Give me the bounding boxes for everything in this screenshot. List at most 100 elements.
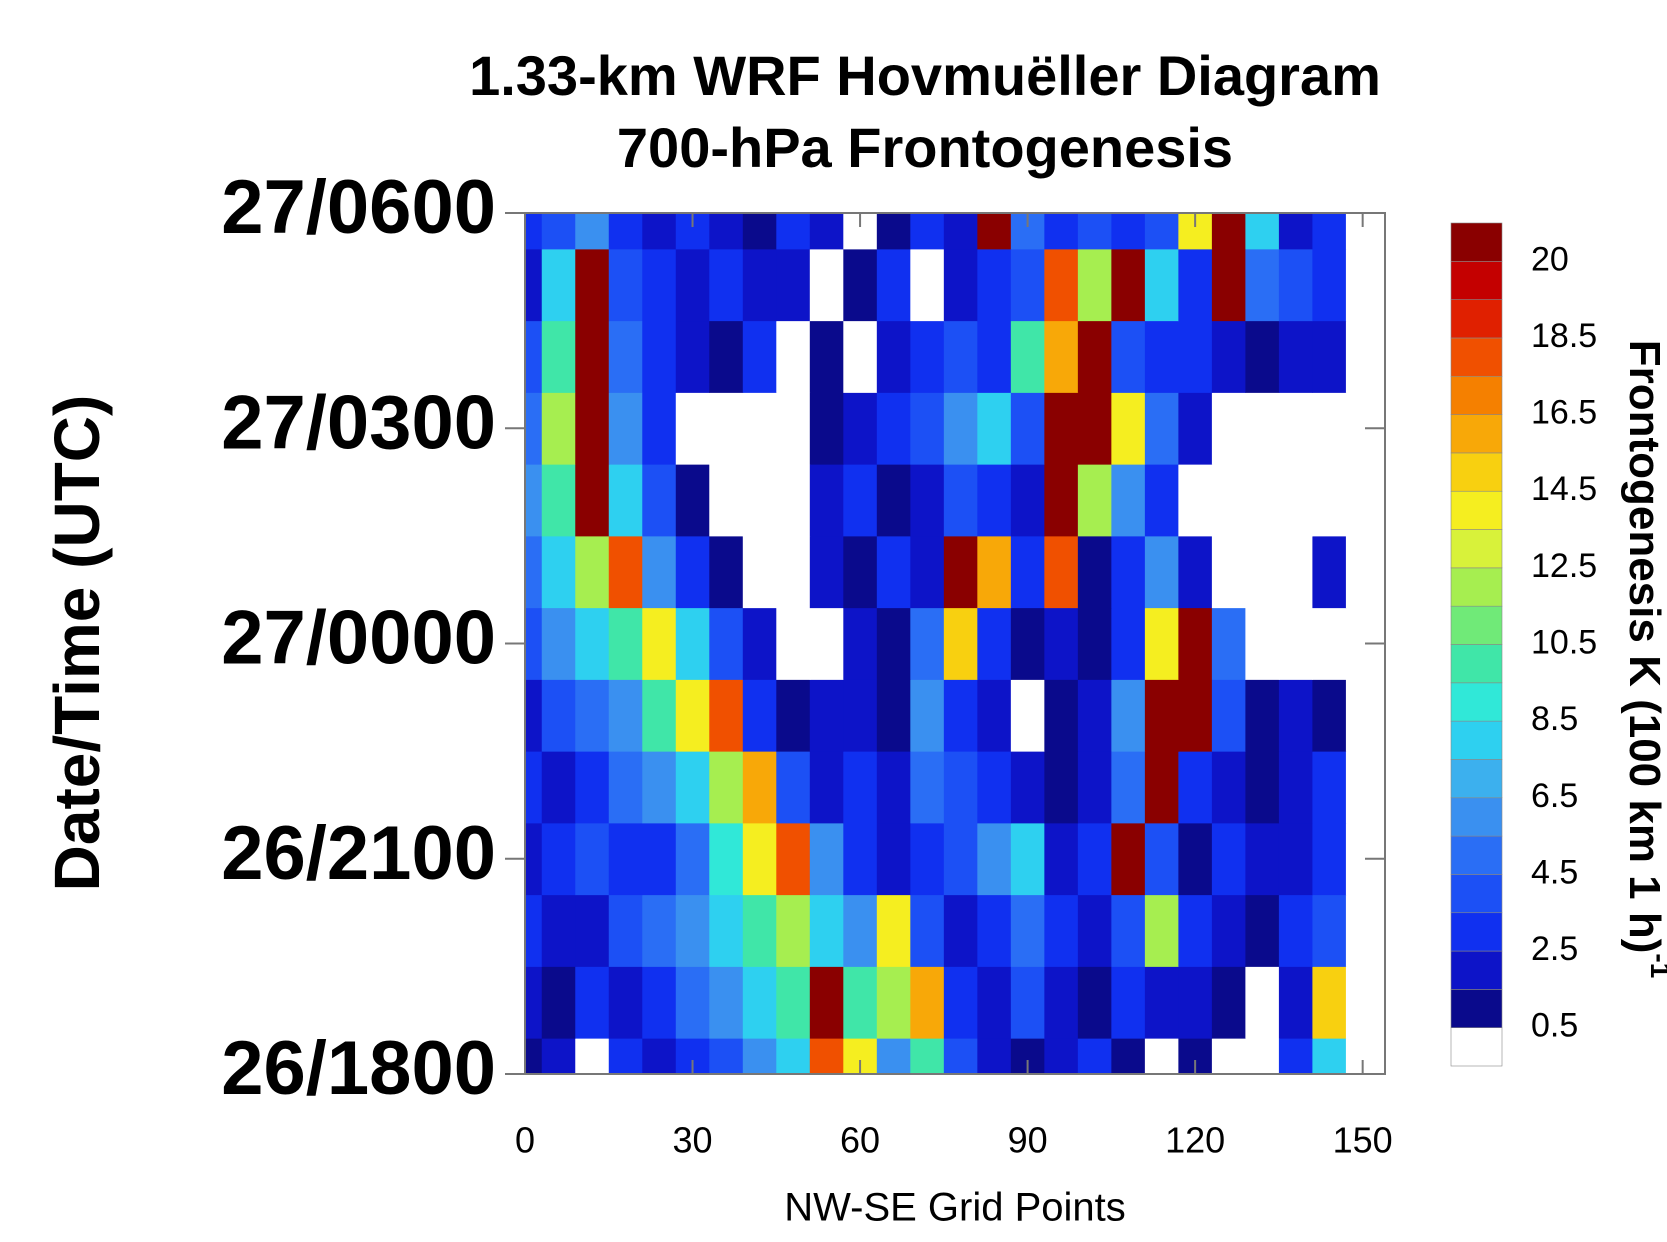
field-cell — [876, 822, 911, 896]
colorbar-tick-label: 8.5 — [1531, 700, 1578, 738]
colorbar-box — [1450, 414, 1503, 454]
field-cell — [525, 213, 543, 250]
field-cell — [843, 464, 878, 537]
field-cell — [742, 607, 777, 680]
field-cell — [1077, 966, 1112, 1039]
field-cell — [709, 535, 744, 609]
field-cell — [1178, 822, 1213, 896]
field-cell — [876, 966, 911, 1039]
field-cell — [1345, 535, 1380, 609]
field-cell — [675, 607, 710, 680]
x-tick-label: 30 — [673, 1120, 713, 1161]
colorbar-box — [1450, 375, 1503, 415]
field-cell — [1245, 535, 1280, 609]
field-cell — [608, 1038, 643, 1074]
field-cell — [608, 392, 643, 465]
field-cell — [1144, 248, 1179, 322]
field-cell — [709, 966, 744, 1039]
field-cell — [876, 392, 911, 465]
x-tick-label: 150 — [1333, 1120, 1393, 1161]
field-cell — [943, 751, 978, 824]
field-cell — [608, 535, 643, 609]
field-cell — [1278, 607, 1313, 680]
field-cell — [525, 679, 543, 752]
field-cell — [1345, 248, 1380, 322]
y-tick-label: 27/0600 — [221, 165, 496, 250]
field-cell — [575, 248, 610, 322]
field-cell — [910, 535, 945, 609]
field-cell — [809, 751, 844, 824]
field-cell — [525, 392, 543, 465]
field-cell — [1010, 679, 1045, 752]
field-cell — [642, 966, 677, 1039]
field-cell — [1077, 894, 1112, 967]
field-cell — [910, 248, 945, 322]
field-cell — [1345, 966, 1380, 1039]
field-cell — [977, 320, 1012, 393]
field-cell — [642, 1038, 677, 1074]
field-cell — [910, 320, 945, 393]
colorbar-box — [1450, 1027, 1503, 1067]
field-cell — [910, 751, 945, 824]
field-cell — [1111, 607, 1146, 680]
field-cell — [1144, 679, 1179, 752]
field-cell — [910, 822, 945, 896]
field-cell — [809, 966, 844, 1039]
field-cell — [742, 535, 777, 609]
field-cell — [776, 464, 811, 537]
field-cell — [1245, 320, 1280, 393]
y-axis-title: Date/Time (UTC) — [41, 395, 113, 892]
field-cell — [608, 213, 643, 250]
field-cell — [1144, 320, 1179, 393]
field-cell — [1077, 1038, 1112, 1074]
field-cell — [910, 607, 945, 680]
field-cell — [1278, 966, 1313, 1039]
field-cell — [575, 966, 610, 1039]
field-cell — [1312, 213, 1347, 250]
field-cell — [642, 607, 677, 680]
field-cell — [709, 1038, 744, 1074]
field-cell — [1211, 213, 1246, 250]
field-cell — [575, 679, 610, 752]
field-cell — [1010, 894, 1045, 967]
field-cell — [1211, 464, 1246, 537]
field-cell — [742, 320, 777, 393]
field-cell — [1312, 894, 1347, 967]
field-cell — [1211, 535, 1246, 609]
field-cell — [541, 894, 576, 967]
field-cell — [977, 679, 1012, 752]
field-cell — [1312, 751, 1347, 824]
colorbar-box — [1450, 950, 1503, 990]
colorbar-tick-label: 16.5 — [1531, 394, 1597, 432]
field-cell — [1178, 751, 1213, 824]
field-cell — [1044, 248, 1079, 322]
field-cell — [1178, 464, 1213, 537]
field-cell — [709, 248, 744, 322]
field-cell — [1278, 751, 1313, 824]
colorbar-box — [1450, 337, 1503, 377]
field-cell — [1144, 535, 1179, 609]
field-cell — [876, 464, 911, 537]
field-cell — [1010, 464, 1045, 537]
colorbar-tick-label: 20 — [1531, 240, 1569, 278]
field-cell — [876, 248, 911, 322]
field-cell — [1144, 464, 1179, 537]
field-cell — [742, 966, 777, 1039]
field-cell — [1144, 894, 1179, 967]
field-cell — [575, 213, 610, 250]
x-axis-title: NW-SE Grid Points — [784, 1186, 1126, 1230]
field-cell — [1111, 751, 1146, 824]
y-tick-label: 26/1800 — [221, 1026, 496, 1111]
field-cell — [541, 607, 576, 680]
field-cell — [1044, 894, 1079, 967]
field-cell — [642, 751, 677, 824]
field-cell — [943, 320, 978, 393]
colorbar-box — [1450, 644, 1503, 684]
field-cell — [742, 1038, 777, 1074]
field-cell — [1044, 464, 1079, 537]
field-cell — [1077, 248, 1112, 322]
field-cell — [675, 392, 710, 465]
chart-subtitle: 700-hPa Frontogenesis — [617, 116, 1233, 179]
field-cell — [943, 822, 978, 896]
field-cell — [776, 248, 811, 322]
